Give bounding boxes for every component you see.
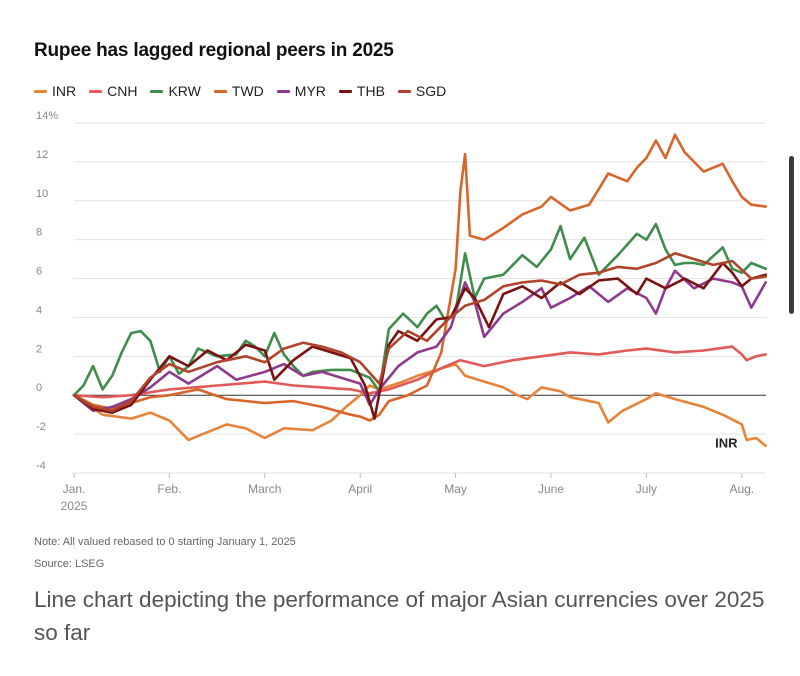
y-tick-label: 10	[36, 188, 48, 200]
legend-item-inr: INR	[34, 83, 76, 99]
series-line-thb	[72, 261, 767, 420]
legend-label: INR	[52, 83, 77, 99]
series-line-cnh	[72, 345, 767, 399]
legend-swatch	[150, 89, 164, 93]
image-caption: Line chart depicting the performance of …	[34, 587, 765, 645]
y-tick-label: -2	[36, 421, 46, 433]
legend-item-myr: MYR	[276, 83, 326, 99]
legend-swatch	[338, 89, 352, 93]
legend-swatch	[276, 89, 290, 93]
legend-item-krw: KRW	[150, 83, 201, 99]
y-tick-label: -4	[36, 460, 46, 472]
chart-title: Rupee has lagged regional peers in 2025	[34, 40, 394, 61]
series-line-krw	[72, 222, 767, 397]
legend-swatch	[213, 89, 227, 93]
legend-swatch	[34, 89, 47, 93]
legend-item-twd: TWD	[213, 83, 264, 99]
y-tick-label: 2	[36, 343, 42, 355]
chart-source: Source: LSEG	[34, 558, 105, 570]
legend-label: CNH	[107, 83, 138, 99]
vertical-scrollbar[interactable]	[789, 156, 794, 314]
legend-item-cnh: CNH	[89, 83, 137, 99]
x-tick-label: May	[444, 482, 467, 496]
legend-swatch	[89, 89, 103, 93]
legend-label: KRW	[168, 83, 201, 99]
legend-label: SGD	[415, 83, 447, 99]
y-tick-label: 6	[36, 266, 42, 278]
legend-item-sgd: SGD	[397, 83, 447, 99]
inr-annotation: INR	[715, 436, 738, 451]
legend-label: THB	[356, 83, 385, 99]
x-tick-label: Jan.	[63, 482, 86, 496]
x-tick-label: March	[248, 482, 281, 496]
legend-label: MYR	[294, 83, 326, 99]
chart-note: Note: All valued rebased to 0 starting J…	[34, 536, 296, 548]
x-tick-label: June	[538, 482, 564, 496]
x-tick-label: July	[636, 482, 657, 496]
y-tick-label: 12	[36, 149, 48, 161]
legend-swatch	[397, 89, 411, 93]
y-tick-label: 0	[36, 382, 42, 394]
y-tick-label: 4	[36, 304, 42, 316]
x-tick-label: Feb.	[157, 482, 181, 496]
x-tick-label: April	[348, 482, 372, 496]
line-chart: 14% 12 10 8 6 4 2 0 -2 -4 Jan. 2025 Feb. March April Ma…	[36, 110, 767, 513]
legend-label: TWD	[231, 83, 264, 99]
series-line-twd	[72, 133, 767, 422]
chart-legend: INR CNH KRW TWD MYR THB SGD	[34, 83, 459, 99]
y-tick-label: 8	[36, 227, 42, 239]
legend-item-thb: THB	[338, 83, 385, 99]
series-line-sgd	[72, 252, 767, 413]
x-tick-sublabel: 2025	[61, 499, 88, 513]
x-tick-label: Aug.	[729, 482, 754, 496]
y-tick-label: 14%	[36, 110, 58, 122]
